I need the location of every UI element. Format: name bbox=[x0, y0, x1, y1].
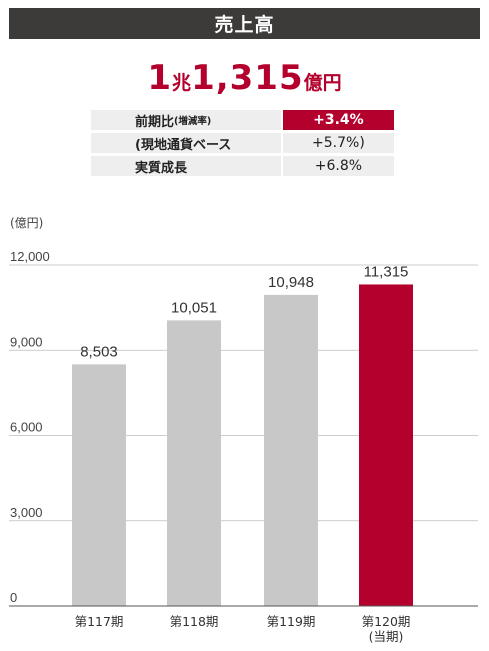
stat-value-yoy: +3.4% bbox=[282, 110, 394, 130]
stat-label-yoy-text: 前期比 bbox=[135, 114, 175, 130]
y-tick-label: 0 bbox=[10, 590, 17, 605]
stat-label-real-growth: 実質成長 bbox=[91, 156, 281, 176]
bar bbox=[359, 284, 413, 606]
section-header: 売上高 bbox=[9, 8, 480, 39]
x-category-sublabel: (当期) bbox=[369, 629, 404, 644]
sales-total-unit: 億円 bbox=[303, 72, 342, 94]
x-category-label: 第118期 bbox=[170, 614, 219, 629]
bar-value-label: 10,051 bbox=[171, 299, 217, 316]
sales-total-trillion: 1 bbox=[147, 58, 173, 98]
x-category-label: 第120期 bbox=[362, 614, 411, 629]
x-category-label: 第119期 bbox=[267, 614, 316, 629]
stat-row-real-growth: 実質成長 +6.8% bbox=[91, 156, 394, 176]
stat-label-real-growth-text: 実質成長 bbox=[135, 160, 188, 176]
stat-row-yoy: 前期比 (増減率) +3.4% bbox=[91, 110, 394, 130]
y-tick-label: 12,000 bbox=[10, 249, 50, 264]
stat-label-yoy-sub: (増減率) bbox=[174, 116, 212, 127]
bar bbox=[167, 320, 221, 606]
stat-label-local-currency-text: (現地通貨ベース bbox=[135, 137, 232, 153]
stat-label-local-currency: (現地通貨ベース bbox=[91, 133, 281, 153]
y-tick-label: 3,000 bbox=[10, 505, 43, 520]
sales-total-trillion-unit: 兆 bbox=[172, 72, 192, 94]
sales-total: 1兆1,315億円 bbox=[0, 58, 489, 98]
bar bbox=[264, 294, 318, 606]
x-category-label: 第117期 bbox=[75, 614, 124, 629]
sales-total-hundred-million: 1,315 bbox=[191, 58, 304, 98]
sales-bar-chart: (億円) 0 3,000 6,000 9,000 12,000 8,503 第117期 10,0… bbox=[9, 216, 478, 644]
growth-stats-table: 前期比 (増減率) +3.4% (現地通貨ベース +5.7%) 実質成長 +6.8… bbox=[91, 110, 394, 179]
stat-label-yoy: 前期比 (増減率) bbox=[91, 110, 281, 130]
section-title: 売上高 bbox=[214, 14, 275, 36]
stat-value-real-growth: +6.8% bbox=[282, 156, 394, 176]
bar-value-label: 10,948 bbox=[268, 274, 314, 291]
stat-row-local-currency: (現地通貨ベース +5.7%) bbox=[91, 133, 394, 153]
bar bbox=[72, 364, 126, 606]
y-axis-unit-label: (億円) bbox=[10, 216, 43, 230]
bar-value-label: 8,503 bbox=[80, 343, 118, 360]
stat-value-local-currency: +5.7%) bbox=[282, 133, 394, 153]
y-tick-label: 9,000 bbox=[10, 334, 43, 349]
bar-value-label: 11,315 bbox=[364, 263, 409, 280]
y-tick-label: 6,000 bbox=[10, 420, 43, 435]
